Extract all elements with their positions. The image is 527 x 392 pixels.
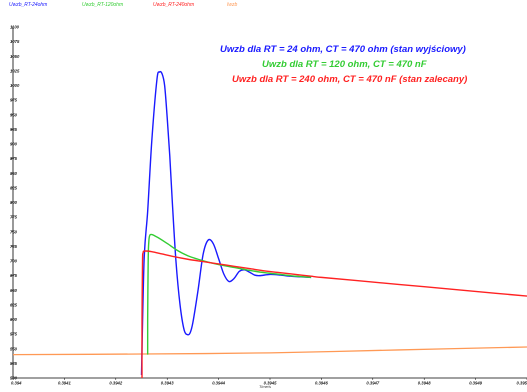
annotation-rt24: Uwzb dla RT = 24 ohm, CT = 470 ohm (stan… xyxy=(220,44,466,55)
x-tick-label: 0.3949 xyxy=(469,381,482,386)
y-tick-label: 775 xyxy=(10,215,18,220)
y-tick-label: 750 xyxy=(10,229,18,234)
y-tick-label: 800 xyxy=(10,200,18,205)
legend-entry: Uwzb_RT-240ohm xyxy=(153,2,194,8)
series-line-uwzb-rt-24ohm xyxy=(140,70,312,376)
y-tick-label: 900 xyxy=(10,142,18,147)
x-ticks: 0.394 0.3941 0.3942 0.3943 0.3944 0.3945 0.394… xyxy=(11,378,527,386)
legend-entry: Iwzb xyxy=(227,2,238,8)
x-tick-label: 0.3941 xyxy=(58,381,71,386)
x-tick-label: 0.3947 xyxy=(366,381,379,386)
y-tick-label: 575 xyxy=(10,332,18,337)
y-tick-label: 600 xyxy=(10,317,18,322)
series-line-uwzb-rt-120ohm xyxy=(146,233,312,355)
y-tick-label: 975 xyxy=(10,98,18,103)
x-tick-label: 0.3944 xyxy=(212,381,225,386)
legend: Uwzb_RT-24ohm Uwzb_RT-120ohm Uwzb_RT-240… xyxy=(9,2,238,8)
x-tick-label: 0.3942 xyxy=(109,381,122,386)
y-tick-label: 1025 xyxy=(10,68,20,73)
y-tick-label: 525 xyxy=(10,361,18,366)
series-line-uwzb-rt-240ohm xyxy=(141,250,527,379)
y-tick-label: 700 xyxy=(10,259,18,264)
x-tick-label: 0.3943 xyxy=(161,381,174,386)
y-tick-label: 1075 xyxy=(10,39,20,44)
y-tick-label: 725 xyxy=(10,244,18,249)
legend-entry: Uwzb_RT-24ohm xyxy=(9,2,47,8)
y-tick-label: 675 xyxy=(10,273,18,278)
axes: 500 525 550 575 600 625 650 675 700 725 750 775 800 8… xyxy=(10,25,527,389)
x-tick-label: 0.3945 xyxy=(264,381,277,386)
annotation-rt240: Uwzb dla RT = 240 ohm, CT = 470 nF (stan… xyxy=(232,74,467,85)
y-ticks: 500 525 550 575 600 625 650 675 700 725 750 775 800 8… xyxy=(10,25,20,381)
x-tick-label: 0.3948 xyxy=(418,381,431,386)
annotation-rt120: Uwzb dla RT = 120 ohm, CT = 470 nF xyxy=(262,59,427,70)
series-line-iwzb xyxy=(12,346,527,356)
annotations: Uwzb dla RT = 24 ohm, CT = 470 ohm (stan… xyxy=(220,44,467,85)
y-tick-label: 825 xyxy=(10,185,18,190)
y-tick-label: 850 xyxy=(10,171,18,176)
legend-entry: Uwzb_RT-120ohm xyxy=(82,2,123,8)
y-tick-label: 1050 xyxy=(10,54,20,59)
x-tick-label: 0.394 xyxy=(11,381,22,386)
y-tick-label: 500 xyxy=(10,376,18,381)
plot-area xyxy=(12,70,527,379)
x-tick-label: 0.395 xyxy=(517,381,527,386)
y-tick-label: 650 xyxy=(10,288,18,293)
y-tick-label: 625 xyxy=(10,302,18,307)
y-tick-label: 1000 xyxy=(10,83,20,88)
y-tick-label: 1100 xyxy=(10,25,20,30)
x-axis-label: Time/s xyxy=(259,384,271,389)
x-tick-label: 0.3946 xyxy=(315,381,328,386)
y-tick-label: 950 xyxy=(10,112,18,117)
y-tick-label: 925 xyxy=(10,127,18,132)
y-tick-label: 875 xyxy=(10,156,18,161)
y-tick-label: 550 xyxy=(10,346,18,351)
